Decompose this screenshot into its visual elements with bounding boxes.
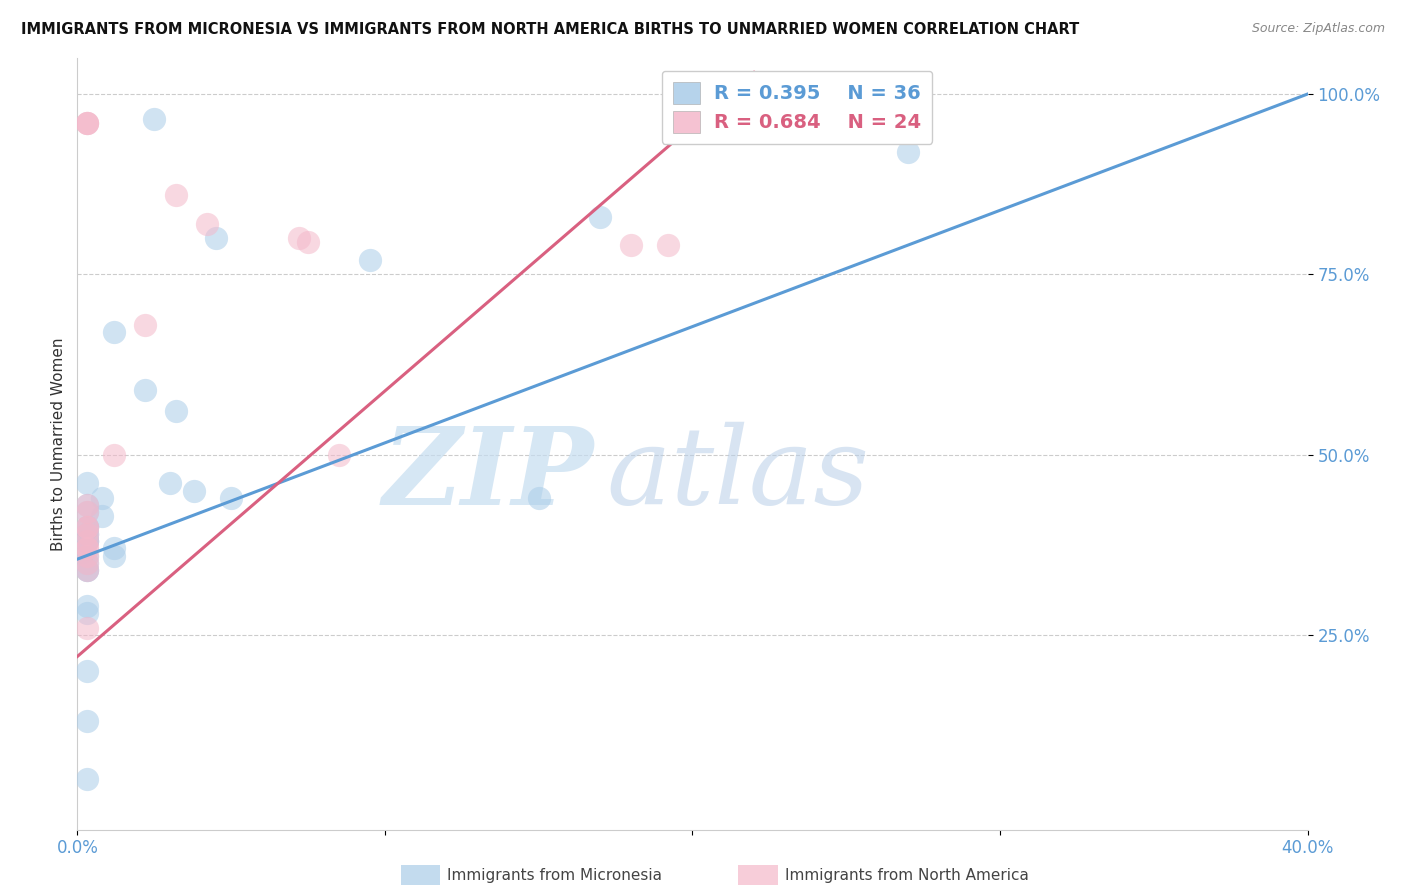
Point: [103, 541, 125, 556]
Point: [195, 217, 218, 231]
Text: IMMIGRANTS FROM MICRONESIA VS IMMIGRANTS FROM NORTH AMERICA BIRTHS TO UNMARRIED : IMMIGRANTS FROM MICRONESIA VS IMMIGRANTS…: [21, 22, 1080, 37]
Point: [204, 231, 226, 245]
Text: Immigrants from North America: Immigrants from North America: [785, 868, 1028, 882]
Point: [76, 498, 98, 512]
Point: [76, 527, 98, 541]
Point: [76, 606, 98, 620]
Point: [76, 519, 98, 533]
Legend: R = 0.395    N = 36, R = 0.684    N = 24: R = 0.395 N = 36, R = 0.684 N = 24: [662, 70, 932, 144]
Point: [76, 541, 98, 556]
Point: [657, 238, 679, 252]
Point: [90, 508, 114, 523]
Point: [76, 563, 98, 577]
Text: ZIP: ZIP: [382, 422, 595, 528]
Point: [76, 534, 98, 549]
Point: [76, 541, 98, 556]
Point: [76, 116, 98, 130]
Point: [76, 549, 98, 563]
Point: [76, 549, 98, 563]
Point: [72, 545, 94, 559]
Point: [76, 519, 98, 533]
Point: [76, 556, 98, 570]
Point: [103, 549, 125, 563]
Point: [76, 505, 98, 519]
Point: [76, 505, 98, 519]
Point: [134, 383, 156, 397]
Point: [76, 563, 98, 577]
Text: Immigrants from Micronesia: Immigrants from Micronesia: [447, 868, 662, 882]
Point: [328, 448, 350, 462]
Point: [897, 145, 920, 159]
Point: [527, 491, 550, 505]
Point: [76, 498, 98, 512]
Point: [76, 534, 98, 549]
Point: [143, 112, 166, 127]
Point: [76, 116, 98, 130]
Point: [76, 534, 98, 549]
Point: [103, 325, 125, 339]
Text: atlas: atlas: [606, 422, 869, 527]
Point: [589, 210, 612, 224]
Point: [76, 621, 98, 635]
Point: [219, 491, 242, 505]
Point: [134, 318, 156, 332]
Point: [288, 231, 311, 245]
Point: [297, 235, 319, 249]
Point: [620, 238, 643, 252]
Point: [76, 116, 98, 130]
Point: [76, 527, 98, 541]
Point: [165, 188, 187, 202]
Y-axis label: Births to Unmarried Women: Births to Unmarried Women: [51, 337, 66, 550]
Text: Source: ZipAtlas.com: Source: ZipAtlas.com: [1251, 22, 1385, 36]
Point: [103, 448, 125, 462]
Point: [76, 556, 98, 570]
Point: [76, 563, 98, 577]
Point: [159, 476, 181, 491]
Point: [90, 491, 114, 505]
Point: [165, 404, 187, 418]
Point: [76, 772, 98, 786]
Point: [76, 527, 98, 541]
Point: [76, 476, 98, 491]
Point: [76, 599, 98, 613]
Point: [76, 714, 98, 729]
Point: [183, 483, 205, 498]
Point: [76, 519, 98, 533]
Point: [76, 664, 98, 678]
Point: [76, 534, 98, 549]
Point: [359, 252, 381, 267]
Point: [76, 519, 98, 533]
